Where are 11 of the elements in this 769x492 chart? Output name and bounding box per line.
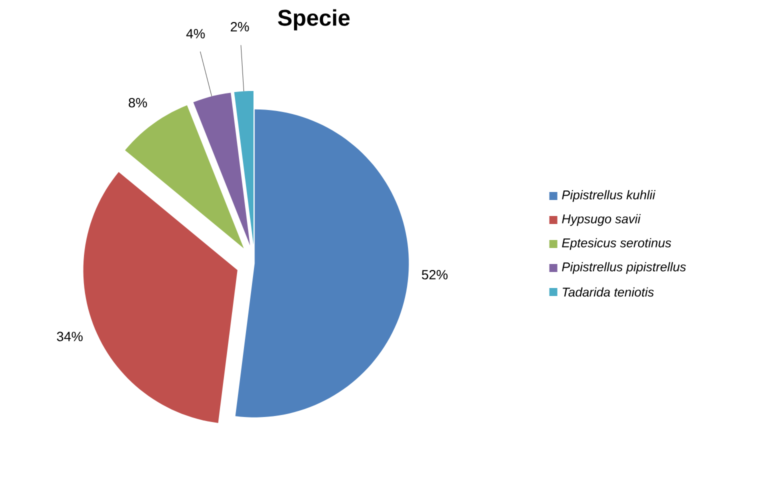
- data-label: 52%: [422, 270, 448, 280]
- legend-label: Pipistrellus kuhlii: [562, 190, 656, 202]
- legend-label: Pipistrellus pipistrellus: [562, 262, 686, 274]
- legend-label: Eptesicus serotinus: [562, 238, 672, 250]
- legend-label: Hypsugo savii: [562, 214, 641, 226]
- data-label: 2%: [230, 22, 249, 32]
- data-label: 34%: [56, 332, 83, 342]
- data-label: 8%: [128, 98, 147, 108]
- chart-title: Specie: [278, 9, 350, 30]
- legend-label: Tadarida teniotis: [562, 287, 654, 297]
- data-label: 4%: [186, 29, 205, 38]
